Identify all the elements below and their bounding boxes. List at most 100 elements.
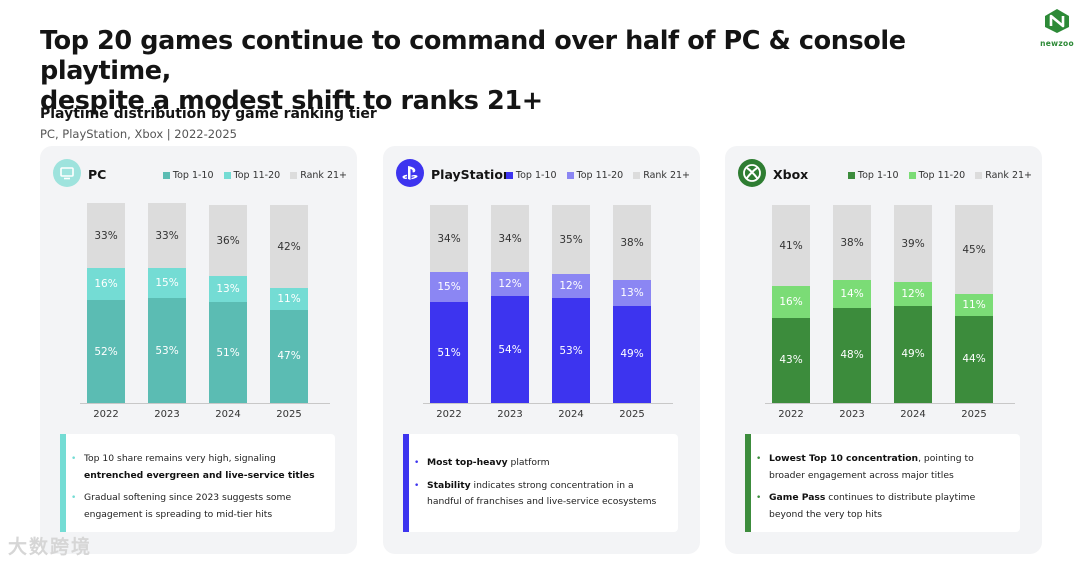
bar-segment: 11%: [270, 288, 308, 310]
legend-swatch: [975, 172, 983, 179]
panel-title: PC: [88, 167, 107, 182]
stacked-bar-chart: 52% 16% 33% 2022 53% 15% 33% 2023 51% 13% 36% 2024 4…: [40, 202, 357, 422]
accent-bar: [745, 434, 751, 532]
bar-segment: 16%: [772, 286, 810, 318]
bar-segment: 33%: [87, 203, 125, 269]
bar-segment: 34%: [491, 205, 529, 273]
bar-segment: 15%: [430, 272, 468, 302]
bar-segment: 53%: [552, 298, 590, 403]
legend-swatch: [566, 172, 574, 179]
legend: Top 1-10 Top 11-20 Rank 21+: [847, 170, 1032, 181]
bar-segment: 39%: [894, 205, 932, 283]
monitor-icon: [53, 159, 81, 187]
x-tick-label: 2022: [436, 409, 462, 420]
chart-subtitle: Playtime distribution by game ranking ti…: [40, 106, 377, 122]
bar-segment: 35%: [552, 205, 590, 275]
legend-item: Rank 21+: [290, 170, 347, 181]
x-tick-label: 2024: [558, 409, 584, 420]
bar-segment: 47%: [270, 309, 308, 403]
bar-segment: 42%: [270, 205, 308, 289]
panel-title: PlayStation: [431, 167, 512, 182]
insight-item: • Most top-heavy platform: [414, 457, 550, 468]
bar-segment: 13%: [613, 280, 651, 306]
x-tick-label: 2023: [839, 409, 865, 420]
x-tick-label: 2025: [276, 409, 302, 420]
bar-segment: 16%: [87, 268, 125, 301]
legend-item: Top 1-10: [847, 170, 899, 181]
legend-item: Top 11-20: [566, 170, 624, 181]
bar-segment: 15%: [148, 268, 186, 299]
legend-swatch: [908, 172, 916, 179]
x-axis-line: [80, 403, 330, 404]
playstation-icon: [396, 159, 424, 187]
x-tick-label: 2023: [154, 409, 180, 420]
bar-segment: 53%: [148, 298, 186, 403]
legend-label: Rank 21+: [300, 170, 347, 181]
panel-pc: PC Top 1-10 Top 11-20 Rank 21+ 52% 16% 33%…: [40, 146, 357, 554]
legend-label: Top 11-20: [576, 170, 624, 181]
bar-segment: 41%: [772, 205, 810, 287]
accent-bar: [403, 434, 409, 532]
legend-swatch: [290, 172, 298, 179]
bar-segment: 33%: [148, 203, 186, 269]
x-axis-line: [423, 403, 673, 404]
legend-item: Rank 21+: [975, 170, 1032, 181]
logo-text: newzoo: [1040, 39, 1074, 48]
legend-swatch: [633, 172, 641, 179]
legend-label: Top 11-20: [918, 170, 966, 181]
bar-segment: 12%: [552, 274, 590, 299]
bar-segment: 36%: [209, 205, 247, 277]
legend: Top 1-10 Top 11-20 Rank 21+: [505, 170, 690, 181]
x-tick-label: 2022: [93, 409, 119, 420]
bar-segment: 45%: [955, 205, 993, 295]
legend: Top 1-10 Top 11-20 Rank 21+: [162, 170, 347, 181]
title-line-1: Top 20 games continue to command over ha…: [40, 26, 906, 86]
x-tick-label: 2025: [619, 409, 645, 420]
panel-title: Xbox: [773, 167, 809, 182]
legend-label: Top 11-20: [233, 170, 281, 181]
legend-item: Top 11-20: [223, 170, 281, 181]
x-tick-label: 2025: [961, 409, 987, 420]
page-title: Top 20 games continue to command over ha…: [40, 26, 1000, 116]
legend-label: Top 1-10: [857, 170, 899, 181]
bar-segment: 51%: [209, 302, 247, 403]
x-tick-label: 2024: [900, 409, 926, 420]
bar-segment: 43%: [772, 317, 810, 403]
x-tick-label: 2024: [215, 409, 241, 420]
bar-segment: 49%: [894, 305, 932, 403]
watermark: 大数跨境: [8, 536, 93, 558]
insight-item: • Game Pass continues to distribute playt…: [756, 492, 976, 520]
legend-swatch: [505, 172, 513, 179]
legend-swatch: [847, 172, 855, 179]
bar-segment: 11%: [955, 294, 993, 316]
title-line-2: despite a modest shift to ranks 21+: [40, 86, 543, 116]
legend-item: Top 11-20: [908, 170, 966, 181]
bar-segment: 52%: [87, 300, 125, 403]
stacked-bar-chart: 51% 15% 34% 2022 54% 12% 34% 2023 53% 12% 35% 2024 4…: [383, 202, 700, 422]
bar-segment: 14%: [833, 280, 871, 308]
bar-segment: 49%: [613, 305, 651, 403]
bar-segment: 44%: [955, 315, 993, 403]
x-tick-label: 2022: [778, 409, 804, 420]
insight-box: • Lowest Top 10 concentration, pointing t…: [745, 434, 1020, 532]
bar-segment: 38%: [613, 205, 651, 281]
bar-segment: 12%: [894, 282, 932, 306]
bar-segment: 34%: [430, 205, 468, 273]
legend-swatch: [223, 172, 231, 179]
insight-item: • Top 10 share remains very high, signali…: [71, 453, 315, 481]
legend-swatch: [162, 172, 170, 179]
legend-item: Rank 21+: [633, 170, 690, 181]
x-tick-label: 2023: [497, 409, 523, 420]
legend-label: Rank 21+: [985, 170, 1032, 181]
bar-segment: 51%: [430, 302, 468, 403]
xbox-icon: [738, 159, 766, 187]
insight-list: • Top 10 share remains very high, signali…: [71, 451, 323, 529]
legend-label: Rank 21+: [643, 170, 690, 181]
legend-item: Top 1-10: [162, 170, 214, 181]
bar-segment: 54%: [491, 296, 529, 403]
insight-item: • Stability indicates strong concentratio…: [414, 479, 657, 508]
x-axis-line: [765, 403, 1015, 404]
insight-list: • Most top-heavy platform • Stability indi…: [414, 455, 666, 517]
legend-item: Top 1-10: [505, 170, 557, 181]
legend-label: Top 1-10: [515, 170, 557, 181]
